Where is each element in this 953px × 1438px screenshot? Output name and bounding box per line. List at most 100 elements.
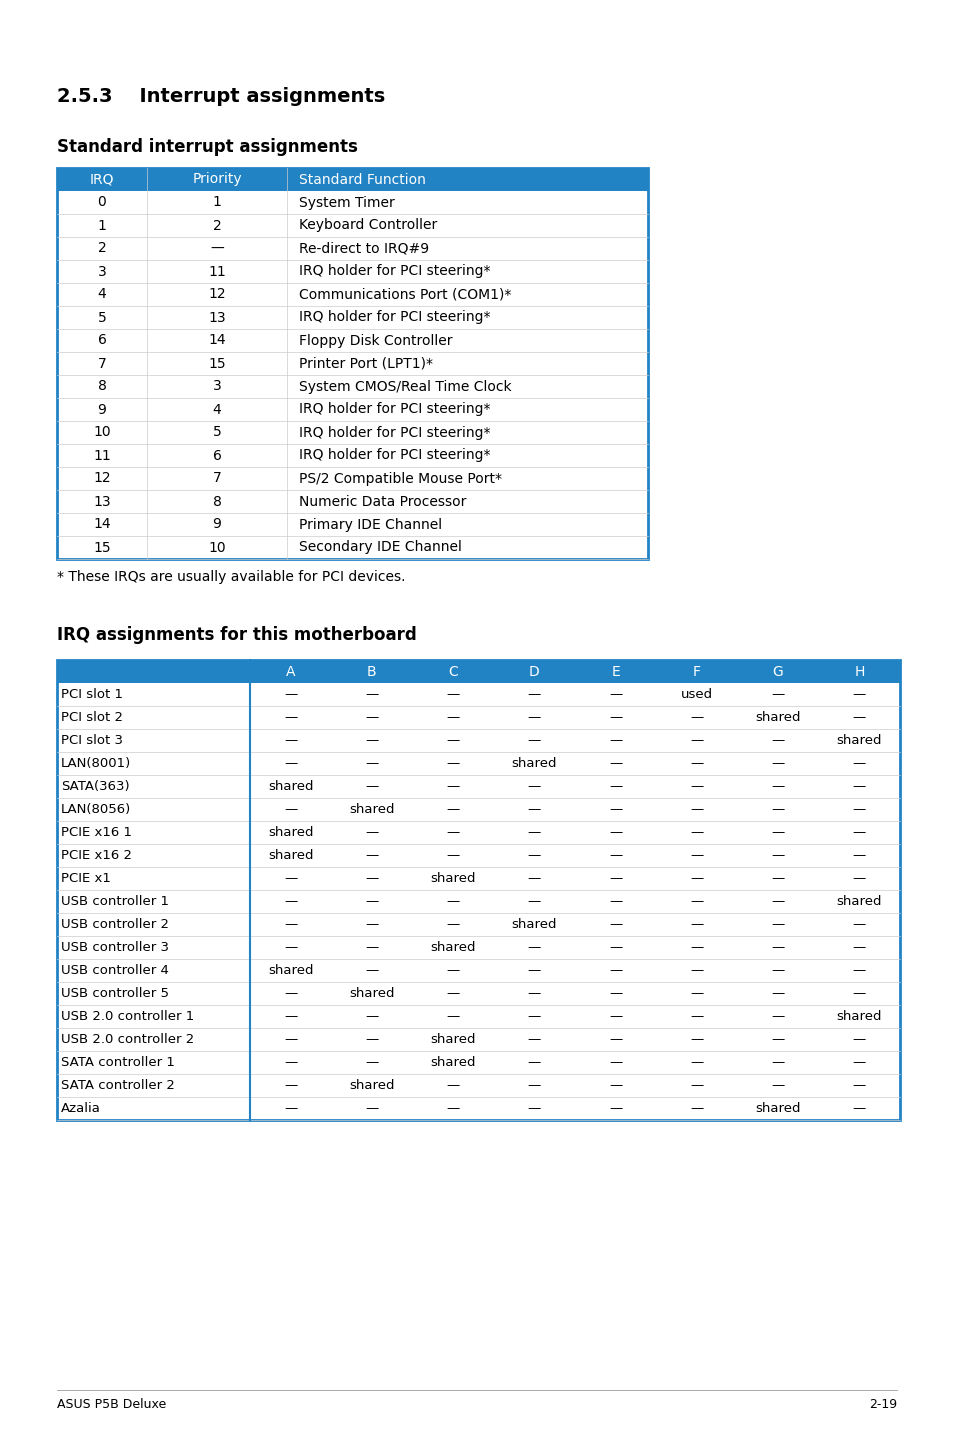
Text: —: — [771, 871, 784, 884]
Text: —: — [690, 848, 702, 861]
Text: SATA controller 1: SATA controller 1 [61, 1055, 174, 1068]
Text: —: — [527, 825, 540, 838]
Text: —: — [284, 1032, 297, 1045]
Text: —: — [771, 687, 784, 700]
Text: used: used [680, 687, 712, 700]
Text: —: — [527, 779, 540, 792]
Bar [57, 352, 647, 375]
Text: shared: shared [836, 894, 882, 907]
Text: —: — [852, 825, 865, 838]
Text: —: — [608, 1102, 621, 1114]
Bar [57, 398, 647, 421]
Text: —: — [690, 756, 702, 769]
Text: LAN(8056): LAN(8056) [61, 802, 132, 815]
Text: —: — [446, 733, 459, 746]
Bar [57, 706, 899, 729]
Bar [57, 1097, 899, 1120]
Bar [57, 237, 647, 260]
Bar [57, 1074, 899, 1097]
Text: USB 2.0 controller 1: USB 2.0 controller 1 [61, 1009, 194, 1022]
Text: 3: 3 [213, 380, 221, 394]
Text: IRQ holder for PCI steering*: IRQ holder for PCI steering* [298, 265, 490, 279]
Text: —: — [852, 848, 865, 861]
Text: —: — [690, 1078, 702, 1091]
Text: 7: 7 [97, 357, 107, 371]
Text: USB controller 5: USB controller 5 [61, 986, 169, 999]
Text: IRQ holder for PCI steering*: IRQ holder for PCI steering* [298, 311, 490, 325]
Bar [57, 191, 647, 214]
Text: —: — [365, 825, 378, 838]
Text: —: — [608, 986, 621, 999]
Text: 6: 6 [97, 334, 107, 348]
Text: —: — [527, 986, 540, 999]
Text: —: — [852, 986, 865, 999]
Bar [57, 844, 899, 867]
Text: 9: 9 [213, 518, 221, 532]
Text: 0: 0 [97, 196, 107, 210]
Bar [57, 306, 647, 329]
Text: —: — [608, 1009, 621, 1022]
Text: Numeric Data Processor: Numeric Data Processor [298, 495, 466, 509]
Text: —: — [608, 687, 621, 700]
Bar [57, 260, 647, 283]
Text: shared: shared [349, 1078, 395, 1091]
Text: —: — [446, 756, 459, 769]
Text: —: — [608, 963, 621, 976]
Text: —: — [284, 1055, 297, 1068]
Text: —: — [527, 802, 540, 815]
Bar [57, 752, 899, 775]
Bar [57, 798, 899, 821]
Bar [57, 821, 899, 844]
Text: —: — [446, 894, 459, 907]
Text: —: — [608, 894, 621, 907]
Text: SATA controller 2: SATA controller 2 [61, 1078, 174, 1091]
Text: Priority: Priority [192, 173, 241, 187]
Text: —: — [365, 733, 378, 746]
Text: A: A [286, 664, 295, 679]
Text: —: — [690, 1009, 702, 1022]
Text: G: G [772, 664, 782, 679]
Text: shared: shared [349, 986, 395, 999]
Text: —: — [690, 733, 702, 746]
Text: shared: shared [836, 1009, 882, 1022]
Text: shared: shared [430, 1055, 476, 1068]
Text: —: — [365, 710, 378, 723]
Text: * These IRQs are usually available for PCI devices.: * These IRQs are usually available for P… [57, 569, 405, 584]
Text: —: — [284, 917, 297, 930]
Bar [57, 959, 899, 982]
Text: —: — [608, 756, 621, 769]
Text: USB controller 4: USB controller 4 [61, 963, 169, 976]
Text: PCIE x16 1: PCIE x16 1 [61, 825, 132, 838]
Text: B: B [367, 664, 376, 679]
Text: USB 2.0 controller 2: USB 2.0 controller 2 [61, 1032, 194, 1045]
Text: —: — [852, 871, 865, 884]
Bar [57, 867, 899, 890]
Text: 6: 6 [213, 449, 221, 463]
Text: —: — [527, 1055, 540, 1068]
Text: ASUS P5B Deluxe: ASUS P5B Deluxe [57, 1399, 166, 1412]
Text: C: C [448, 664, 457, 679]
Text: 13: 13 [208, 311, 226, 325]
Text: —: — [690, 986, 702, 999]
Text: —: — [771, 733, 784, 746]
Text: Keyboard Controller: Keyboard Controller [298, 219, 436, 233]
Text: —: — [690, 825, 702, 838]
Text: —: — [365, 687, 378, 700]
Text: 3: 3 [97, 265, 107, 279]
Text: —: — [771, 756, 784, 769]
Text: —: — [608, 1055, 621, 1068]
Text: —: — [771, 1055, 784, 1068]
Bar [57, 467, 647, 490]
Bar [57, 660, 899, 1120]
Text: —: — [852, 756, 865, 769]
Text: shared: shared [268, 848, 313, 861]
Text: —: — [284, 894, 297, 907]
Text: —: — [284, 940, 297, 953]
Text: —: — [365, 1102, 378, 1114]
Text: —: — [852, 687, 865, 700]
Text: 14: 14 [93, 518, 111, 532]
Text: —: — [771, 940, 784, 953]
Bar [57, 660, 899, 683]
Text: —: — [608, 871, 621, 884]
Text: 12: 12 [208, 288, 226, 302]
